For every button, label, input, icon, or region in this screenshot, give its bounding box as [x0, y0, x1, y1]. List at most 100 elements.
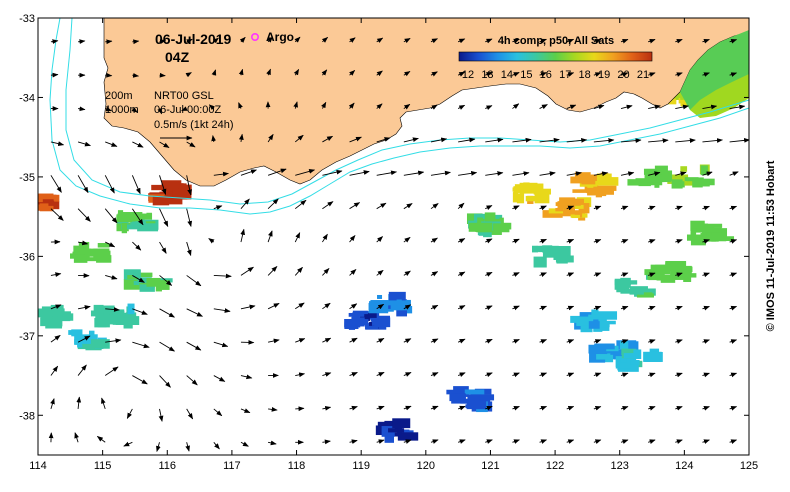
current-vector	[457, 338, 466, 344]
current-vector	[675, 38, 683, 44]
sst-patch	[614, 277, 656, 298]
colorbar-tick-label: 18	[579, 69, 591, 81]
current-vector	[729, 171, 739, 177]
current-vector	[294, 36, 301, 43]
x-tick-label: 125	[740, 460, 758, 472]
current-vector	[566, 439, 575, 444]
argo-label: Argo	[266, 30, 294, 44]
x-tick-label: 122	[546, 460, 564, 472]
current-vector	[620, 205, 629, 211]
current-vector	[77, 305, 91, 310]
current-vector	[512, 103, 520, 109]
current-vector	[702, 239, 710, 244]
y-tick-label: -38	[19, 410, 35, 422]
current-vector	[238, 133, 244, 143]
current-vector	[240, 198, 250, 209]
current-vector	[403, 304, 412, 310]
current-vector	[403, 439, 412, 444]
current-vector	[186, 175, 192, 196]
current-vector	[267, 168, 287, 176]
current-vector	[321, 101, 327, 109]
current-vector	[349, 170, 370, 176]
current-vector	[322, 135, 334, 143]
current-vector	[186, 308, 203, 317]
current-vector	[593, 272, 602, 278]
current-vector	[485, 271, 493, 277]
current-vector	[620, 138, 642, 143]
current-vector	[648, 138, 669, 144]
current-vector	[322, 372, 332, 377]
current-vector	[620, 305, 629, 311]
current-vector	[294, 232, 301, 243]
sst-patch	[686, 220, 735, 246]
current-vector	[702, 38, 710, 44]
current-vector	[403, 71, 411, 77]
current-vector	[457, 202, 465, 210]
sst-patch	[368, 291, 413, 317]
colorbar-tick-label: 17	[559, 69, 571, 81]
current-vector	[539, 238, 547, 244]
current-vector	[212, 37, 219, 44]
current-vector	[295, 372, 306, 378]
current-vector	[349, 235, 356, 243]
sst-patch	[375, 418, 419, 443]
current-vector	[132, 241, 142, 251]
current-vector	[457, 71, 466, 77]
current-vector	[566, 72, 575, 77]
current-vector	[539, 439, 548, 444]
current-vector	[512, 38, 520, 44]
colorbar-tick-label: 21	[637, 69, 649, 81]
current-vector	[186, 208, 193, 228]
current-vector	[539, 104, 548, 110]
current-vector	[213, 171, 229, 177]
legend-product: NRT00 GSL	[154, 90, 214, 102]
current-vector	[104, 175, 115, 194]
current-vector	[77, 240, 89, 246]
current-vector	[349, 69, 356, 76]
current-vector	[185, 72, 192, 78]
colorbar-tick-label: 14	[501, 69, 513, 81]
current-vector	[403, 372, 412, 377]
current-vector	[458, 170, 478, 176]
current-vector	[105, 106, 112, 112]
current-vector	[430, 170, 451, 176]
y-tick-label: -37	[19, 331, 35, 343]
current-vector	[295, 338, 306, 343]
current-vector	[322, 302, 331, 310]
current-vector	[131, 107, 138, 113]
current-vector	[78, 39, 86, 45]
sst-patch	[570, 309, 618, 333]
current-vector	[105, 338, 122, 344]
sst-patch	[466, 212, 512, 238]
current-vector	[185, 442, 190, 452]
current-vector	[126, 408, 133, 419]
sst-patch	[627, 165, 673, 188]
current-vector	[620, 104, 633, 110]
legend-contour-1000: 1000m	[105, 104, 139, 116]
current-vector	[566, 205, 575, 211]
current-vector	[240, 228, 246, 243]
x-tick-label: 115	[94, 460, 112, 472]
current-vector	[485, 238, 493, 244]
legend-contour-200: 200m	[105, 90, 133, 102]
current-vector	[267, 230, 273, 243]
current-vector	[295, 406, 305, 412]
argo-legend: Argo	[251, 30, 294, 44]
current-vector	[376, 37, 384, 43]
current-vector	[729, 38, 738, 44]
axes: 114 115 116 117 118 119 120 121 122 123 124 125 -33 -…	[19, 13, 758, 472]
current-vector	[238, 102, 243, 109]
current-vector	[293, 101, 298, 109]
sst-coastal-warm-patch	[690, 74, 749, 118]
current-vector	[457, 405, 466, 411]
current-vector	[294, 199, 307, 210]
current-vector	[294, 266, 303, 276]
current-vector	[77, 335, 91, 343]
current-vector	[512, 238, 520, 244]
current-vector	[240, 304, 256, 310]
current-vector	[376, 269, 384, 276]
current-vector	[159, 275, 173, 286]
sst-patch	[446, 386, 495, 413]
sst-patch	[667, 164, 715, 189]
current-vector	[96, 436, 106, 443]
